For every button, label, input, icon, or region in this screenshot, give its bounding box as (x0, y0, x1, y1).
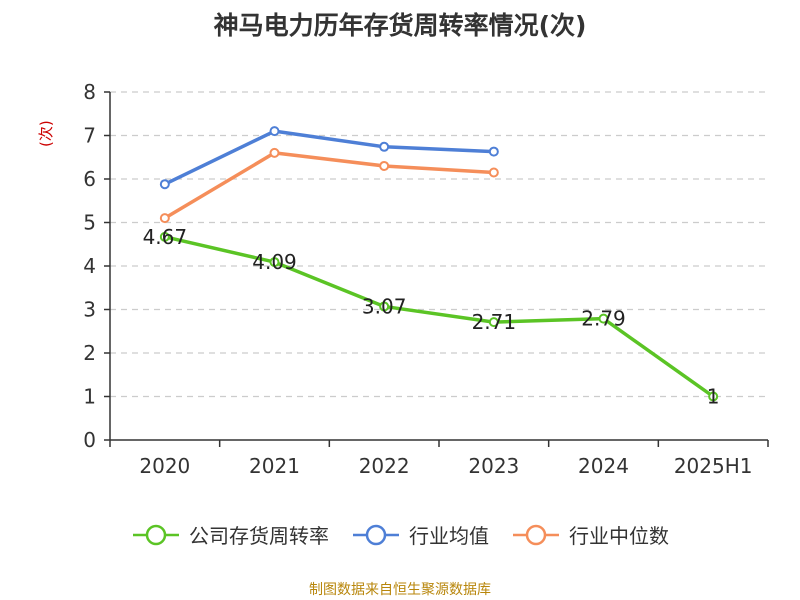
data-point[interactable] (488, 167, 499, 178)
data-point[interactable] (269, 126, 280, 137)
data-point[interactable] (379, 160, 390, 171)
legend-label: 行业均值 (409, 524, 489, 548)
x-tick-label: 2024 (578, 454, 629, 478)
data-label: 4.09 (252, 250, 297, 274)
data-point[interactable] (159, 179, 170, 190)
legend-line-marker-icon (353, 524, 399, 545)
series-line (164, 235, 715, 398)
y-tick-label: 2 (83, 341, 96, 365)
y-tick-label: 8 (83, 80, 96, 104)
chart-legend: 公司存货周转率 行业均值 行业中位数 (0, 520, 800, 549)
legend-item[interactable]: 行业均值 (351, 520, 489, 549)
data-point[interactable] (708, 391, 719, 402)
y-tick-label: 5 (83, 211, 96, 235)
legend-label: 行业中位数 (569, 524, 669, 548)
legend-label: 公司存货周转率 (189, 524, 329, 548)
data-label: 4.67 (143, 225, 188, 249)
x-tick-label: 2021 (249, 454, 300, 478)
chart-title: 神马电力历年存货周转率情况(次) (213, 11, 587, 40)
data-point[interactable] (269, 147, 280, 158)
y-tick-label: 1 (83, 385, 96, 409)
legend-marker (365, 524, 387, 545)
data-point[interactable] (379, 141, 390, 152)
series-line (164, 129, 494, 186)
data-point[interactable] (488, 146, 499, 157)
legend-marker (145, 524, 167, 545)
x-tick-label: 2025H1 (674, 454, 753, 478)
y-tick-label: 4 (83, 254, 96, 278)
data-point[interactable] (598, 313, 609, 324)
x-tick-label: 2023 (468, 454, 519, 478)
data-point[interactable] (269, 257, 280, 268)
legend-line-marker-icon (513, 524, 559, 545)
y-tick-label: 3 (83, 298, 96, 322)
data-label: 1 (707, 385, 720, 409)
x-tick-label: 2020 (139, 454, 190, 478)
data-point[interactable] (488, 317, 499, 328)
legend-item[interactable]: 行业中位数 (511, 520, 669, 549)
y-tick-label: 0 (83, 428, 96, 452)
data-label: 2.71 (472, 310, 517, 334)
series-line (163, 151, 494, 220)
y-tick-label: 7 (83, 124, 96, 148)
legend-line-marker-icon (133, 524, 179, 545)
data-point[interactable] (159, 231, 170, 242)
data-label: 2.79 (581, 307, 626, 331)
legend-marker (525, 524, 547, 545)
y-tick-label: 6 (83, 167, 96, 191)
data-source-note: 制图数据来自恒生聚源数据库 (309, 582, 491, 598)
x-tick-label: 2022 (359, 454, 410, 478)
legend-item[interactable]: 公司存货周转率 (131, 520, 329, 549)
data-point[interactable] (159, 213, 170, 224)
data-label: 3.07 (362, 294, 407, 318)
data-point[interactable] (379, 301, 390, 312)
